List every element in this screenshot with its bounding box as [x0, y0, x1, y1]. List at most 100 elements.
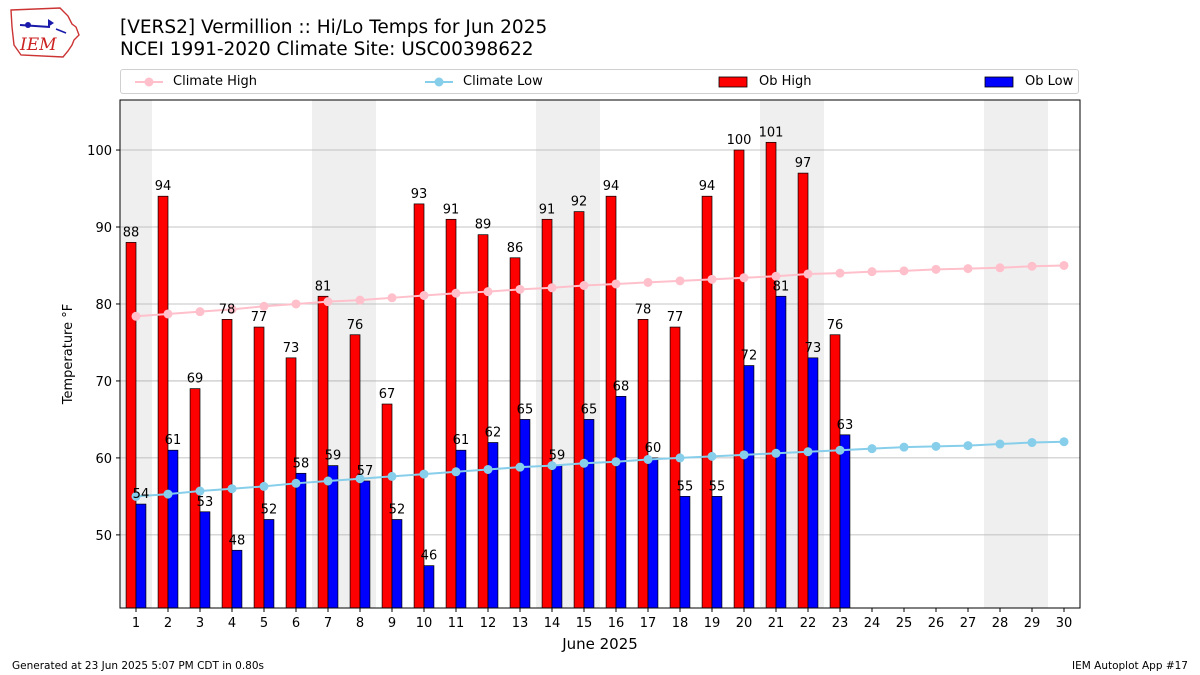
label-ob-high: 94: [699, 179, 716, 194]
climate-low-point: [579, 458, 589, 468]
bar-ob-low: [391, 519, 403, 609]
x-tick-label: 25: [896, 616, 913, 631]
x-tick-label: 29: [1024, 616, 1041, 631]
climate-low-point: [771, 448, 781, 458]
bar-ob-high: [413, 203, 425, 609]
bar-ob-low: [679, 496, 691, 609]
label-ob-low: 73: [805, 341, 822, 356]
label-ob-high: 94: [603, 179, 620, 194]
climate-low-point: [835, 445, 845, 455]
label-ob-low: 63: [837, 418, 854, 433]
climate-high-point: [1059, 260, 1069, 270]
x-tick-label: 10: [416, 616, 433, 631]
climate-high-point: [579, 280, 589, 290]
bar-ob-high: [829, 334, 841, 609]
label-ob-low: 48: [229, 533, 246, 548]
label-ob-low: 54: [133, 487, 150, 502]
climate-low-point: [931, 441, 941, 451]
climate-low-point: [451, 467, 461, 477]
label-ob-high: 81: [315, 279, 332, 294]
bar-ob-high: [541, 218, 553, 609]
x-tick-label: 6: [292, 616, 300, 631]
climate-low-point: [867, 444, 877, 454]
x-tick-label: 24: [864, 616, 881, 631]
x-tick-label: 30: [1056, 616, 1073, 631]
label-ob-low: 57: [357, 464, 374, 479]
climate-low-point: [643, 454, 653, 464]
climate-low-point: [995, 439, 1005, 449]
climate-high-point: [547, 283, 557, 293]
x-tick-label: 28: [992, 616, 1009, 631]
x-tick-label: 20: [736, 616, 753, 631]
label-ob-low: 52: [261, 502, 278, 517]
x-tick-label: 2: [164, 616, 172, 631]
climate-low-point: [707, 451, 717, 461]
legend-climate-low-label: Climate Low: [463, 74, 543, 89]
y-tick-label: 60: [95, 452, 112, 467]
climate-high-point: [419, 291, 429, 301]
bar-ob-high: [733, 149, 745, 609]
label-ob-low: 68: [613, 379, 630, 394]
climate-high-point: [643, 277, 653, 287]
climate-low-point: [227, 484, 237, 494]
x-tick-label: 17: [640, 616, 657, 631]
y-tick-label: 70: [95, 375, 112, 390]
label-ob-high: 93: [411, 187, 428, 202]
bar-ob-low: [583, 419, 595, 609]
label-ob-high: 78: [219, 302, 236, 317]
bar-ob-low: [839, 434, 851, 609]
x-tick-label: 27: [960, 616, 977, 631]
climate-low-point: [291, 478, 301, 488]
x-tick-label: 7: [324, 616, 332, 631]
climate-high-point: [259, 301, 269, 311]
bar-ob-low: [647, 457, 659, 609]
climate-low-point: [355, 474, 365, 484]
label-ob-high: 67: [379, 387, 396, 402]
climate-high-point: [131, 311, 141, 321]
label-ob-low: 62: [485, 426, 502, 441]
climate-low-point: [131, 491, 141, 501]
climate-high-point: [387, 293, 397, 303]
bar-ob-high: [605, 195, 617, 609]
footer-app-id: IEM Autoplot App #17: [1072, 660, 1188, 672]
climate-low-point: [515, 462, 525, 472]
x-tick-label: 5: [260, 616, 268, 631]
bar-ob-low: [327, 465, 339, 609]
bar-ob-low: [263, 519, 275, 609]
climate-high-point: [931, 264, 941, 274]
x-tick-label: 9: [388, 616, 396, 631]
climate-high-point: [195, 307, 205, 317]
climate-high-point: [707, 274, 717, 284]
climate-high-point: [867, 267, 877, 277]
legend-climate-low-swatch: [425, 77, 453, 87]
label-ob-low: 72: [741, 349, 758, 364]
label-ob-high: 69: [187, 372, 204, 387]
x-tick-label: 8: [356, 616, 364, 631]
y-tick-label: 50: [95, 529, 112, 544]
climate-low-point: [611, 457, 621, 467]
climate-high-point: [323, 297, 333, 307]
label-ob-low: 65: [517, 402, 534, 417]
label-ob-high: 100: [727, 133, 752, 148]
label-ob-high: 91: [443, 202, 460, 217]
label-ob-low: 61: [453, 433, 470, 448]
x-tick-label: 21: [768, 616, 785, 631]
climate-low-point: [963, 441, 973, 451]
climate-high-point: [963, 264, 973, 274]
climate-high-point: [771, 271, 781, 281]
x-tick-label: 16: [608, 616, 625, 631]
label-ob-high: 88: [123, 225, 140, 240]
chart-legend: Climate High Climate Low Ob High Ob Low: [120, 69, 1079, 94]
label-ob-high: 86: [507, 241, 524, 256]
label-ob-high: 77: [251, 310, 268, 325]
climate-low-point: [547, 461, 557, 471]
x-tick-label: 18: [672, 616, 689, 631]
bar-ob-high: [445, 218, 457, 609]
bar-ob-high: [765, 141, 777, 609]
label-ob-high: 97: [795, 156, 812, 171]
bar-ob-low: [711, 496, 723, 609]
climate-low-point: [195, 486, 205, 496]
bar-ob-low: [295, 472, 307, 609]
label-ob-high: 78: [635, 302, 652, 317]
climate-low-point: [1027, 438, 1037, 448]
